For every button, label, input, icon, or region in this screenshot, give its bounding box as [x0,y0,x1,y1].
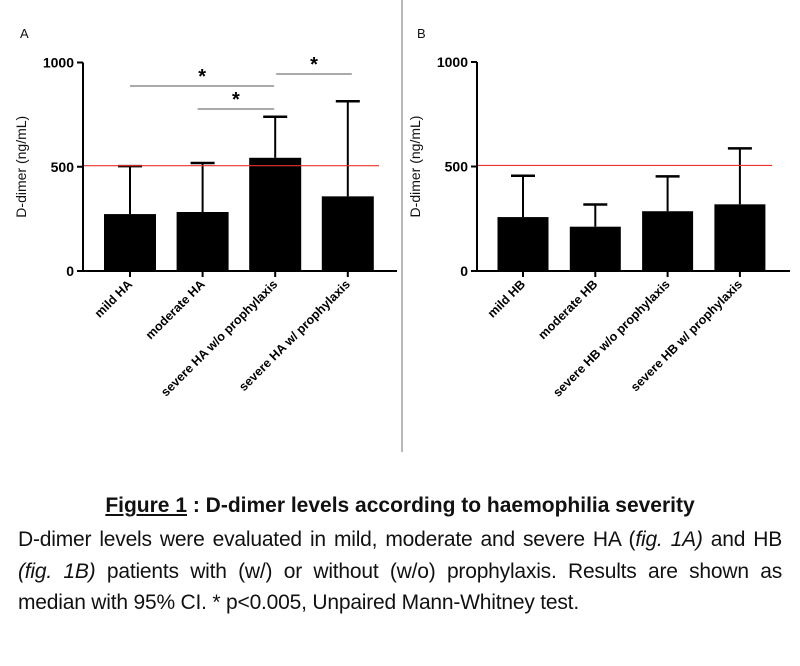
x-tick-label: mild HB [485,277,528,320]
bar [714,204,766,271]
x-tick-label: mild HA [92,277,135,320]
x-tick-label: severe HB w/o prophylaxis [550,277,672,399]
y-tick-label: 0 [66,263,74,279]
bar [249,157,302,271]
caption-text: patients with (w/) or without (w/o) prop… [18,559,782,615]
caption-text: and HB [702,528,782,551]
x-tick-label: severe HA w/o prophylaxis [158,277,280,399]
panel-letter: B [417,26,426,41]
caption-title-text: : D-dimer levels according to haemophili… [187,494,695,517]
x-tick-label: moderate HB [536,277,601,342]
y-tick-label: 0 [460,263,468,279]
caption-body: D-dimer levels were evaluated in mild, m… [18,524,782,619]
y-tick-label: 500 [51,159,75,175]
caption-ref-1b: (fig. 1B) [18,559,96,583]
bar [176,211,229,271]
significance-marker: * [310,54,318,76]
bar [321,196,374,271]
caption-ref-1a: fig. 1A) [635,528,703,551]
bar [104,214,156,271]
caption-text: D-dimer levels were evaluated in mild, m… [18,528,636,551]
panel-letter: A [20,26,29,41]
panel-a: A D-dimer (ng/mL) 0 500 1000 mild HA moderate … [13,26,397,399]
y-tick-label: 1000 [437,54,468,70]
bar [642,211,694,271]
x-tick-label: moderate HA [143,277,208,342]
caption-title: Figure 1 : D-dimer levels according to h… [18,494,782,518]
y-axis-label: D-dimer (ng/mL) [407,116,423,218]
y-tick-label: 500 [445,159,469,175]
y-tick-label: 1000 [43,55,74,71]
significance-marker: * [232,89,240,111]
significance-marker: * [198,66,206,88]
caption-figure-label: Figure 1 [105,494,187,517]
bar [497,217,549,271]
bar [569,226,621,271]
y-axis-label: D-dimer (ng/mL) [13,116,29,218]
panel-b: B D-dimer (ng/mL) 0 500 1000 mild HB moderate … [407,26,790,400]
